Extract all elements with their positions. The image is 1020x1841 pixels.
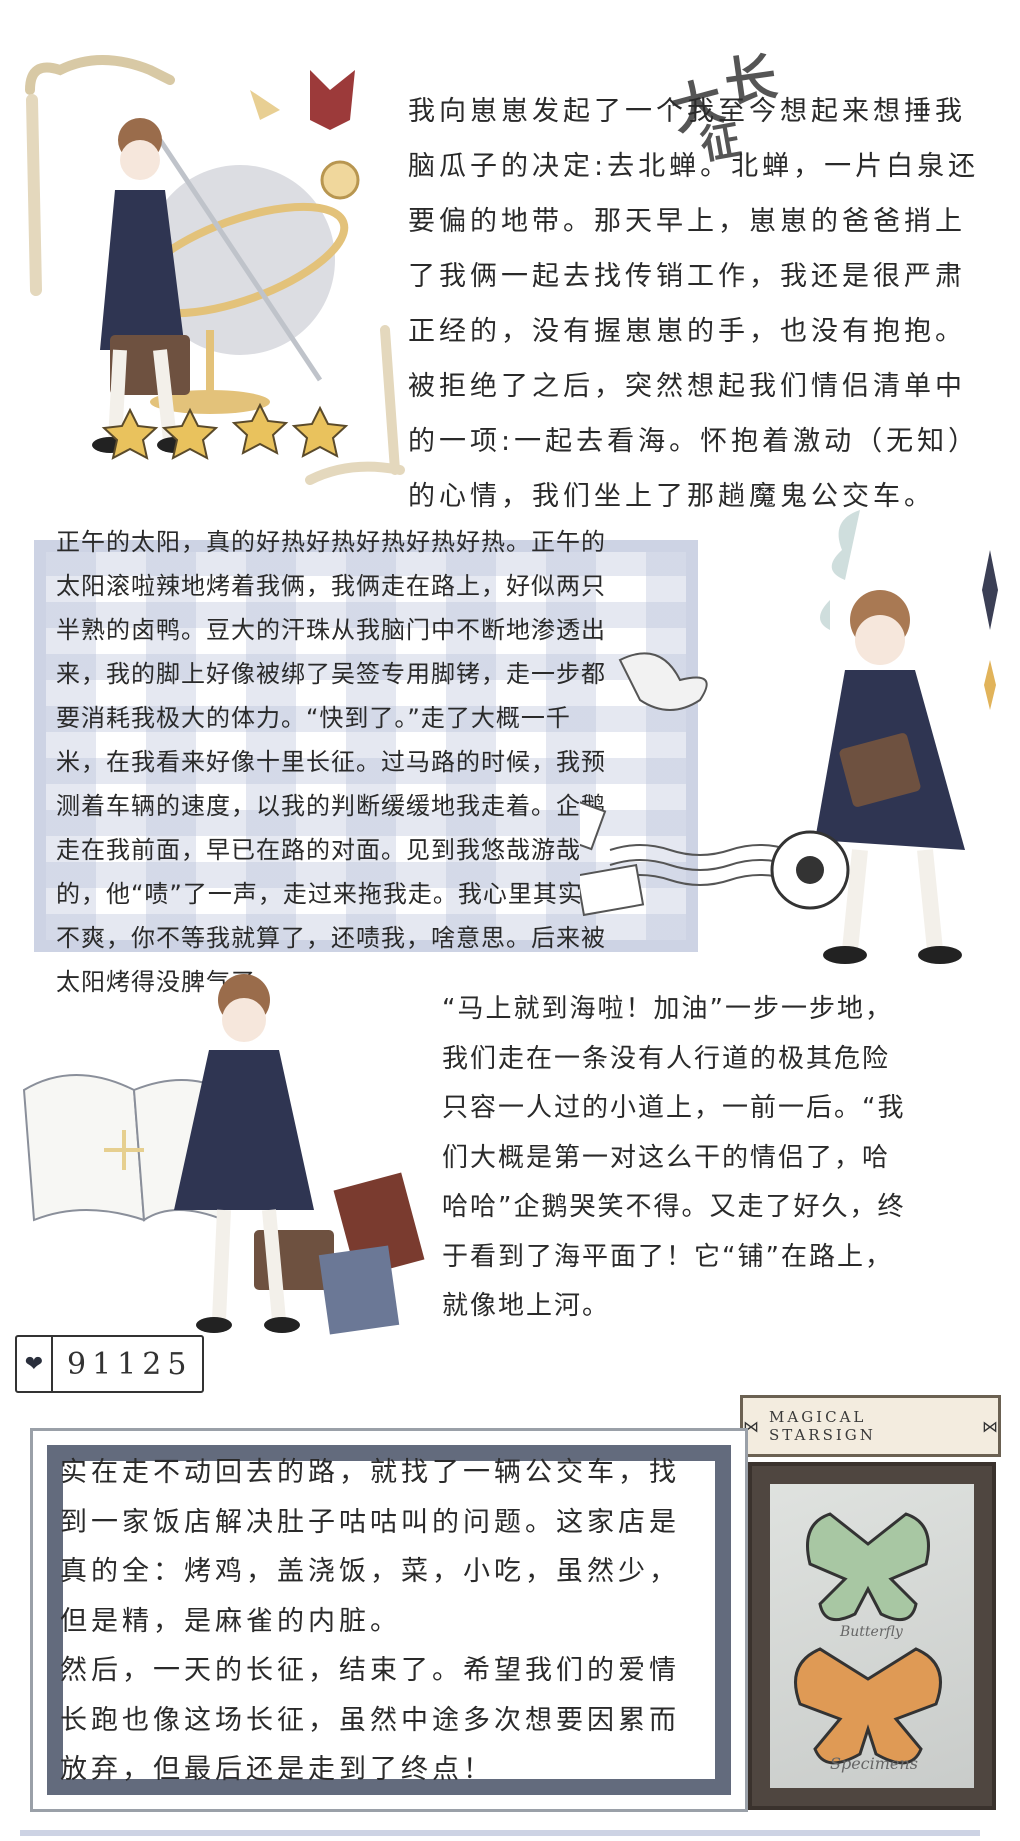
- text-line: 脑瓜子的决定:去北蝉。北蝉，一片白泉还: [408, 151, 980, 182]
- text-line: 真的全：烤鸡，盖浇饭，菜，小吃，虽然少，: [60, 1556, 680, 1587]
- text-line: 的，他“啧”了一声，走过来拖我走。我心里其实很: [56, 880, 608, 908]
- final-frame-inner: [47, 1445, 731, 1795]
- text-line: 然后，一天的长征，结束了。希望我们的爱情: [60, 1655, 680, 1686]
- text-line: 但是精，是麻雀的内脏。: [60, 1605, 401, 1637]
- bottom-divider: [20, 1830, 980, 1836]
- like-count: 91125: [67, 1346, 193, 1382]
- text-line: 测着车辆的速度，以我的判断缓缓地我走着。企鹅: [56, 792, 606, 820]
- text-line: 太阳滚啦辣地烤着我俩，我俩走在路上，好似两只: [56, 572, 606, 600]
- text-line: 要消耗我极大的体力。“快到了。”走了大概一千: [56, 704, 571, 732]
- like-counter: ❤ 91125: [15, 1335, 204, 1393]
- text-line: 被拒绝了之后，突然想起我们情侣清单中: [408, 371, 966, 402]
- specimen-glass: Butterfly Specimens: [770, 1484, 974, 1788]
- text-line: 们大概是第一对这么干的情侣了，哈: [442, 1142, 891, 1173]
- text-line: 了我俩一起去找传销工作，我还是很严肃: [408, 261, 966, 292]
- text-line: 到一家饭店解决肚子咕咕叫的问题。这家店是: [60, 1506, 680, 1538]
- text-line: 哈哈”企鹅哭笑不得。又走了好久，终: [442, 1192, 906, 1222]
- butterfly-icon: ⋈: [982, 1416, 998, 1436]
- text-line: 正经的，没有握崽崽的手，也没有抱抱。: [408, 316, 966, 347]
- story-paragraph-1: 我向崽崽发起了一个我至今想起来想捶我 脑瓜子的决定:去北蝉。北蝉，一片白泉还 要…: [408, 84, 1008, 524]
- story-paragraph-4: 实在走不动回去的路，就找了一辆公交车，找 到一家饭店解决肚子咕咕叫的问题。这家店…: [60, 1448, 720, 1795]
- text-line: 走在我前面，早已在路的对面。见到我悠哉游哉: [56, 836, 581, 864]
- story-paragraph-3: “马上就到海啦！加油”一步一步地， 我们走在一条没有人行道的极其危险 只容一人过…: [442, 985, 982, 1332]
- illustration-girl-globe: [10, 30, 410, 490]
- text-line: 放弃，但最后还是走到了终点！: [60, 1754, 494, 1785]
- final-frame-outer: [30, 1428, 748, 1812]
- striped-text-panel: [34, 540, 698, 952]
- text-line: 正午的太阳，真的好热好热好热好热好热。正午的: [56, 528, 606, 556]
- text-line: “马上就到海啦！加油”一步一步地，: [442, 994, 893, 1024]
- text-line: 只容一人过的小道上，一前一后。“我: [442, 1093, 906, 1123]
- heart-icon: ❤: [17, 1337, 53, 1391]
- specimen-label-top: Butterfly: [840, 1624, 903, 1640]
- text-line: 半熟的卤鸭。豆大的汗珠从我脑门中不断地渗透出: [56, 616, 606, 644]
- story-paragraph-2: 正午的太阳，真的好热好热好热好热好热。正午的 太阳滚啦辣地烤着我俩，我俩走在路上…: [56, 520, 676, 1004]
- butterfly-specimen-frame: Butterfly Specimens: [748, 1462, 996, 1810]
- text-line: 米，在我看来好像十里长征。过马路的时候，我预: [56, 748, 606, 776]
- text-line: 我向崽崽发起了一个我至今想起来想捶我: [408, 96, 966, 127]
- text-line: 长跑也像这场长征，虽然中途多次想要因累而: [60, 1704, 680, 1736]
- text-line: 不爽，你不等我就算了，还啧我，啥意思。后来被: [56, 924, 606, 952]
- illustration-girl-book: [14, 960, 444, 1390]
- specimen-label-bottom: Specimens: [830, 1754, 918, 1773]
- illustration-girl-dove: [533, 510, 1010, 970]
- starsign-badge: ⋈ MAGICAL STARSIGN ⋈: [740, 1395, 1001, 1457]
- text-line: 的一项:一起去看海。怀抱着激动（无知）: [408, 426, 980, 457]
- text-line: 来，我的脚上好像被绑了吴签专用脚铐，走一步都: [56, 660, 606, 688]
- badge-text: MAGICAL STARSIGN: [769, 1408, 876, 1444]
- text-line: 就像地上河。: [442, 1291, 611, 1321]
- text-line: 实在走不动回去的路，就找了一辆公交车，找: [60, 1457, 680, 1488]
- text-line: 要偏的地带。那天早上，崽崽的爸爸捎上: [408, 206, 966, 237]
- text-line: 我们走在一条没有人行道的极其危险: [442, 1043, 891, 1074]
- text-line: 的心情，我们坐上了那趟魔鬼公交车。: [408, 481, 935, 512]
- text-line: 于看到了海平面了！它“铺”在路上，: [442, 1241, 893, 1272]
